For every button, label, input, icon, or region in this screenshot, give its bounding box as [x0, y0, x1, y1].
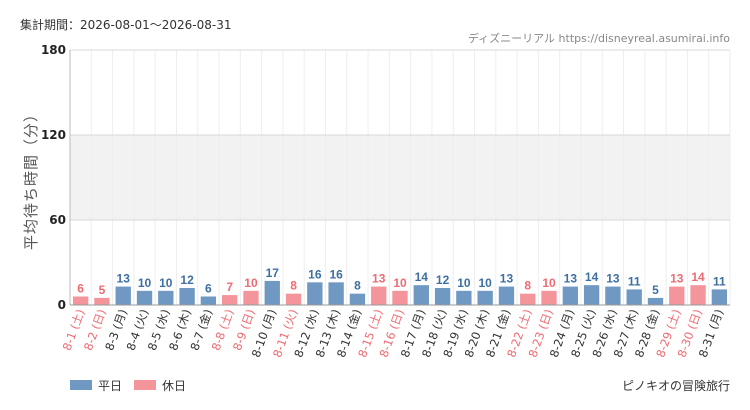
data-label: 10: [138, 276, 152, 290]
source-label: ディズニーリアル https://disneyreal.asumirai.inf…: [468, 31, 730, 45]
bar: [605, 286, 621, 305]
legend-label-weekday: 平日: [98, 379, 122, 393]
bar: [626, 289, 642, 305]
bar: [179, 288, 195, 305]
bar: [434, 288, 451, 305]
data-label: 10: [159, 276, 173, 290]
legend: 平日 休日: [70, 379, 186, 393]
data-label: 16: [308, 267, 322, 281]
data-label: 10: [393, 276, 407, 290]
data-label: 13: [606, 272, 620, 286]
legend-swatch-holiday: [134, 380, 156, 390]
data-label: 8: [354, 279, 361, 293]
bar: [647, 297, 664, 305]
bar: [669, 286, 685, 305]
data-label: 5: [652, 283, 659, 297]
y-tick-label: 180: [41, 43, 66, 57]
bar: [456, 290, 472, 305]
bar: [690, 285, 706, 305]
bar: [72, 296, 89, 305]
bar: [136, 290, 153, 305]
data-label: 13: [564, 272, 578, 286]
data-label: 12: [180, 273, 194, 287]
data-label: 8: [524, 279, 531, 293]
data-label: 13: [117, 272, 131, 286]
data-label: 6: [77, 282, 84, 296]
data-label: 5: [99, 283, 106, 297]
data-label: 11: [713, 274, 726, 288]
bar: [413, 285, 429, 305]
bar: [200, 296, 217, 305]
data-label: 8: [290, 279, 297, 293]
bar: [541, 290, 557, 305]
period-label: 集計期間：2026-08-01〜2026-08-31: [20, 17, 231, 32]
bar: [562, 286, 578, 305]
bar: [243, 290, 259, 305]
bar: [158, 290, 174, 305]
shaded-band: [70, 135, 730, 220]
legend-swatch-weekday: [70, 380, 92, 390]
bar: [285, 293, 302, 305]
attraction-name: ピノキオの冒険旅行: [622, 379, 730, 393]
bar: [115, 286, 131, 305]
bar: [477, 290, 493, 305]
y-tick-label: 120: [41, 128, 66, 142]
data-label: 16: [329, 267, 343, 281]
data-label: 10: [244, 276, 258, 290]
data-label: 13: [372, 272, 386, 286]
data-label: 14: [691, 270, 705, 284]
data-label: 14: [415, 270, 429, 284]
bar: [307, 282, 323, 305]
data-label: 12: [436, 273, 450, 287]
data-label: 10: [478, 276, 492, 290]
data-label: 10: [542, 276, 556, 290]
data-label: 11: [628, 274, 641, 288]
y-axis-label: 平均待ち時間（分）: [22, 106, 40, 250]
bar: [392, 290, 408, 305]
data-label: 13: [670, 272, 684, 286]
bar: [371, 286, 387, 305]
data-label: 13: [500, 272, 514, 286]
bar: [498, 286, 515, 305]
data-label: 6: [205, 282, 212, 296]
bar: [583, 285, 600, 305]
bar: [222, 295, 238, 305]
bar: [328, 282, 344, 305]
data-label: 7: [226, 280, 233, 294]
y-tick-label: 60: [49, 213, 66, 227]
bar: [349, 293, 366, 305]
legend-label-holiday: 休日: [162, 379, 186, 393]
data-label: 17: [266, 266, 280, 280]
bar: [520, 293, 536, 305]
data-label: 10: [457, 276, 471, 290]
data-label: 14: [585, 270, 599, 284]
bar: [264, 280, 280, 305]
bar: [94, 297, 110, 305]
y-tick-label: 0: [58, 298, 66, 312]
bar: [711, 289, 728, 305]
